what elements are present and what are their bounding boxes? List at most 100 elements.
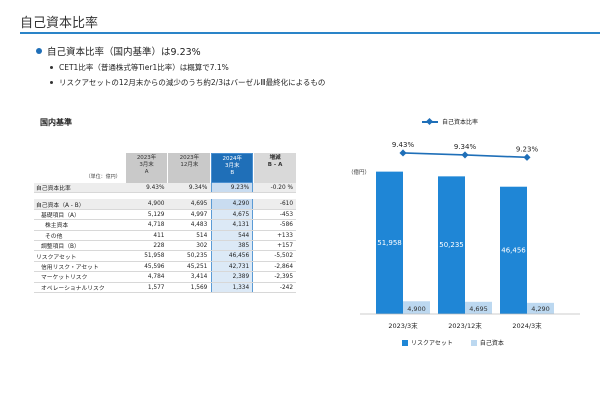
bullet-small-dot-icon xyxy=(50,66,53,69)
table-cell: 9.43% xyxy=(146,185,165,191)
table-body: 自己資本比率 9.43% 9.34% 9.23% -0.20 % 自己資本（A - B） 4… xyxy=(34,183,296,293)
header-line: 12月末 xyxy=(180,162,199,168)
bullet-main: 自己資本比率（国内基準）は9.23% xyxy=(36,44,325,58)
x-tick-label: 2023/3末 xyxy=(388,321,418,330)
table-row: 自己資本比率 9.43% 9.34% 9.23% -0.20 % xyxy=(34,183,296,194)
table-cell: 45,251 xyxy=(187,263,208,270)
table-row: 自己資本（A - B） 4,900 4,695 4,290 -610 xyxy=(34,199,296,210)
table-row: リスクアセット 51,958 50,235 46,456 -5,502 xyxy=(34,251,296,262)
y-axis-unit: （億円） xyxy=(348,170,371,176)
table-cell: -2,864 xyxy=(274,263,294,270)
row-label: 基礎項目（A） xyxy=(41,212,80,219)
bar-label-risk-assets: 50,235 xyxy=(439,241,464,249)
legend-item-capital: 自己資本 xyxy=(470,338,504,347)
table-cell: 385 xyxy=(211,240,254,251)
table-header-cell: 増減 B - A xyxy=(254,153,296,183)
table-cell: 544 xyxy=(211,230,254,240)
table-cell: 9.23% xyxy=(211,183,254,193)
title-divider xyxy=(20,32,600,34)
bar-label-capital: 4,290 xyxy=(531,305,550,313)
legend-label-capital: 自己資本 xyxy=(479,340,504,347)
section-label: 国内基準 xyxy=(40,118,72,127)
table-row: マーケットリスク 4,784 3,414 2,389 -2,395 xyxy=(34,272,296,283)
table-cell: 411 xyxy=(153,232,165,239)
risk-assets-swatch-icon xyxy=(402,339,408,346)
table-cell: 50,235 xyxy=(187,253,208,260)
table-unit: （単位：億円） xyxy=(85,174,121,180)
line-legend-label: 自己資本比率 xyxy=(442,119,479,126)
table-cell: 4,483 xyxy=(190,222,208,229)
table-cell: 4,718 xyxy=(147,222,165,229)
line-legend: 自己資本比率 xyxy=(422,117,478,126)
header-line: A xyxy=(144,169,149,175)
chart-svg: 51,958 4,900 2023/3末 50,235 4,695 2023/12末 46,… xyxy=(360,141,580,330)
header-line: 2023年 xyxy=(136,155,157,161)
table-cell: -242 xyxy=(279,284,294,291)
row-label: マーケットリスク xyxy=(41,275,88,282)
table-cell: 4,997 xyxy=(190,211,208,218)
table-cell: 1,569 xyxy=(190,284,208,291)
ratio-label: 9.34% xyxy=(454,143,477,151)
table-cell: 5,129 xyxy=(147,211,165,218)
table-cell: 302 xyxy=(196,242,208,249)
capital-ratio-table: （単位：億円） 2023年 3月末 A 2023年 12月末 2024年 3月末 B 増減 B -… xyxy=(34,153,296,293)
table-cell: 1,577 xyxy=(147,284,165,291)
bar-risk-assets xyxy=(438,176,465,314)
table-cell: 3,414 xyxy=(190,274,208,281)
page-title: 自己資本比率 xyxy=(20,16,99,31)
table-cell: -5,502 xyxy=(274,253,294,260)
bar-capital xyxy=(465,301,492,314)
table-cell: 9.34% xyxy=(188,185,208,191)
bar-label-capital: 4,695 xyxy=(469,305,488,313)
table-header-cell: 2023年 12月末 xyxy=(168,153,211,183)
row-label: その他 xyxy=(45,233,63,240)
table-cell: -586 xyxy=(279,222,293,229)
header-line: 2024年 xyxy=(222,156,242,162)
capital-swatch-icon xyxy=(470,339,477,346)
bullet-dot-icon xyxy=(36,48,42,54)
header-line: 2023年 xyxy=(179,155,200,161)
table-header: （単位：億円） 2023年 3月末 A 2023年 12月末 2024年 3月末 B 増減 B -… xyxy=(34,153,296,183)
table-row: その他 411 514 544 +133 xyxy=(34,230,296,241)
bullet-sub-1: CET1比率（普通株式等Tier1比率）は概算で7.1% xyxy=(50,62,325,73)
bar-label-capital: 4,900 xyxy=(407,305,426,313)
capital-chart: 自己資本比率 （億円） 51,958 4,900 2023/3末 50,235 4,69… xyxy=(340,110,600,400)
table-cell: 46,456 xyxy=(211,251,254,261)
table-cell: 4,290 xyxy=(211,199,254,209)
bar-risk-assets xyxy=(376,171,403,314)
legend-label-risk-assets: リスクアセット xyxy=(411,340,453,347)
table-row: オペレーショナルリスク 1,577 1,569 1,334 -242 xyxy=(34,282,296,293)
table-cell: 228 xyxy=(153,242,165,249)
row-label: 自己資本比率 xyxy=(36,186,71,193)
bar-label-risk-assets: 51,958 xyxy=(377,239,402,247)
table-cell: 1,334 xyxy=(211,282,254,292)
table-cell: 4,900 xyxy=(147,201,165,208)
ratio-label: 9.23% xyxy=(516,145,539,153)
row-label: 信用リスク・アセット xyxy=(41,264,99,271)
row-label: オペレーショナルリスク xyxy=(41,285,105,292)
x-tick-label: 2024/3末 xyxy=(512,321,542,330)
table-cell: 42,731 xyxy=(211,261,254,272)
header-line: 増減 xyxy=(269,155,281,161)
table-cell: 514 xyxy=(196,232,208,239)
summary-bullets: 自己資本比率（国内基準）は9.23% CET1比率（普通株式等Tier1比率）は… xyxy=(36,44,325,88)
header-line: 3月末 xyxy=(224,163,240,169)
row-label: 株主資本 xyxy=(45,223,69,230)
table-cell: 4,695 xyxy=(190,201,208,208)
table-cell: 4,131 xyxy=(211,220,254,230)
table-row: 基礎項目（A） 5,129 4,997 4,675 -453 xyxy=(34,209,296,221)
header-line: B - A xyxy=(267,162,283,168)
table-cell: 4,675 xyxy=(211,209,254,220)
bullet-main-text: 自己資本比率（国内基準）は9.23% xyxy=(47,47,201,58)
table-cell: -610 xyxy=(279,201,294,208)
bullet-sub-1-text: CET1比率（普通株式等Tier1比率）は概算で7.1% xyxy=(59,63,229,72)
table-row: 株主資本 4,718 4,483 4,131 -586 xyxy=(34,220,296,231)
legend-item-risk-assets: リスクアセット xyxy=(402,338,453,347)
table-cell: -453 xyxy=(279,211,294,218)
x-tick-label: 2023/12末 xyxy=(448,321,482,330)
table-header-cell: 2023年 3月末 A xyxy=(125,153,168,183)
table-cell: -2,395 xyxy=(274,274,294,281)
bar-legend: リスクアセット 自己資本 xyxy=(402,338,504,347)
table-cell: -0.20 % xyxy=(270,185,294,191)
bar-capital xyxy=(403,301,430,314)
